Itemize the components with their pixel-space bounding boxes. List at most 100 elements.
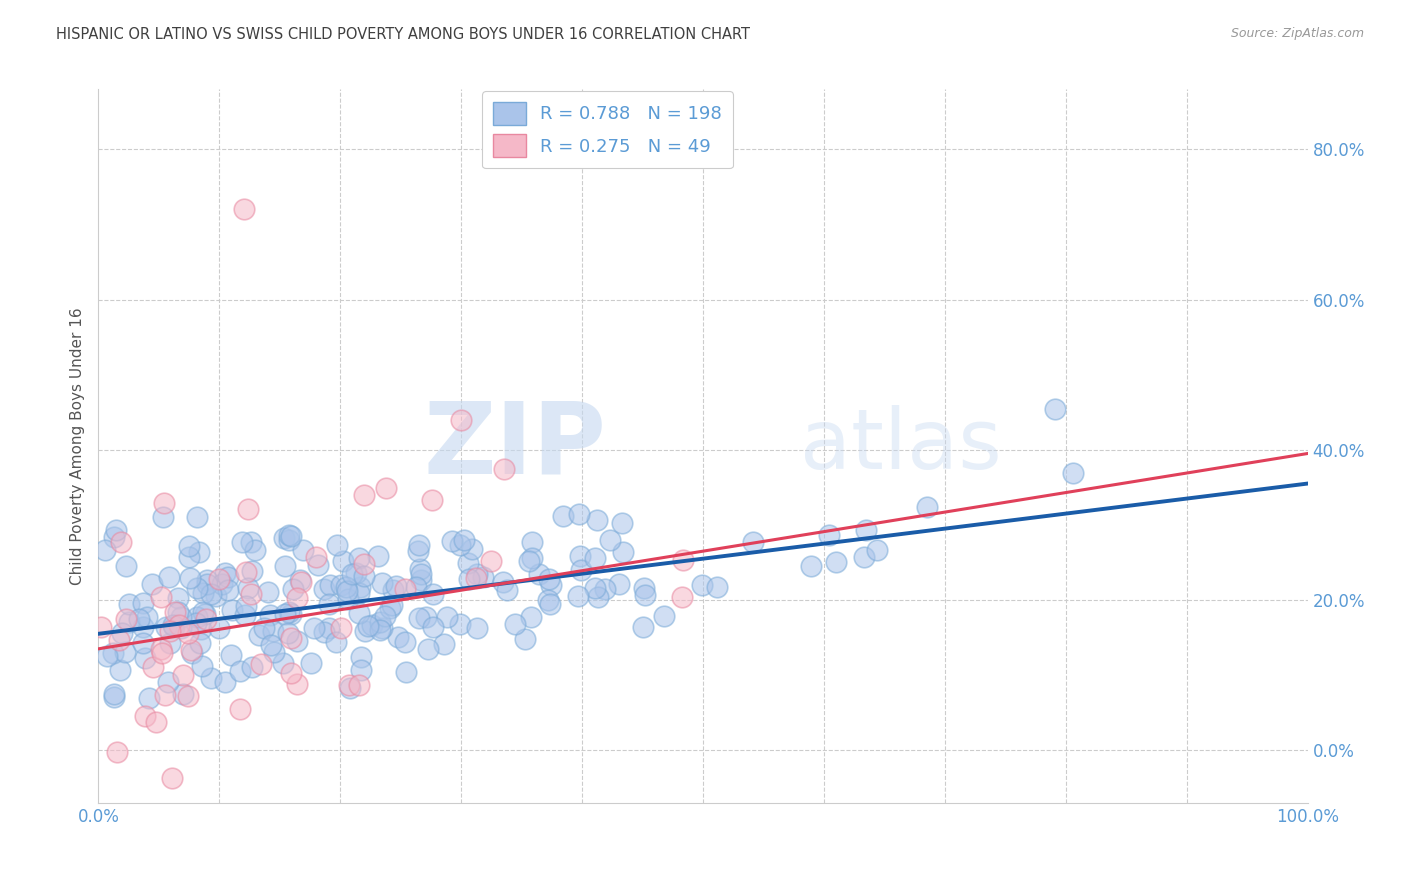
Point (406, 544, 429, 558)
Point (433, 637, 456, 651)
Legend: R = 0.788   N = 198, R = 0.275   N = 49: R = 0.788 N = 198, R = 0.275 N = 49 (482, 91, 733, 169)
Point (274, 607, 297, 621)
Point (200, 671, 222, 685)
Point (232, 202, 254, 217)
Point (132, 620, 155, 634)
Point (515, 632, 537, 646)
Point (188, 545, 211, 559)
Point (571, 563, 593, 577)
Point (281, 582, 304, 596)
Point (138, 690, 160, 705)
Point (134, 709, 156, 723)
Point (128, 612, 150, 626)
Point (853, 549, 876, 564)
Point (593, 582, 616, 596)
Point (259, 607, 281, 622)
Point (257, 585, 280, 599)
Point (163, 605, 186, 619)
Point (495, 583, 517, 598)
Point (408, 610, 430, 624)
Point (690, 578, 713, 592)
Point (304, 549, 326, 564)
Point (280, 528, 302, 542)
Point (240, 534, 263, 549)
Point (250, 657, 273, 671)
Point (191, 605, 214, 619)
Point (308, 558, 330, 572)
Point (422, 492, 444, 507)
Point (240, 660, 263, 674)
Point (818, 528, 841, 542)
Point (145, 714, 167, 729)
Point (855, 523, 877, 537)
Point (132, 636, 155, 650)
Point (238, 501, 260, 516)
Point (186, 510, 208, 524)
Point (299, 656, 322, 670)
Point (634, 588, 657, 602)
Point (915, 500, 938, 514)
Point (492, 575, 515, 590)
Point (150, 646, 173, 660)
Point (387, 630, 409, 644)
Point (135, 609, 157, 624)
Point (583, 581, 606, 595)
Point (405, 580, 427, 594)
Point (162, 618, 184, 632)
Point (159, 624, 181, 639)
Point (163, 620, 186, 634)
Point (330, 621, 353, 635)
Point (177, 625, 200, 640)
Point (211, 577, 233, 591)
Point (569, 549, 592, 564)
Point (179, 571, 201, 585)
Point (285, 634, 308, 648)
Point (96, 648, 118, 663)
Point (436, 610, 458, 624)
Point (108, 664, 131, 678)
Point (177, 539, 200, 553)
Point (353, 488, 375, 502)
Point (271, 656, 294, 670)
Point (195, 612, 218, 626)
Point (105, 745, 128, 759)
Point (353, 624, 375, 638)
Point (503, 616, 526, 631)
Text: ZIP: ZIP (423, 398, 606, 494)
Point (235, 565, 257, 579)
Point (280, 666, 302, 681)
Point (610, 516, 633, 530)
Point (460, 541, 482, 556)
Point (172, 687, 194, 701)
Point (103, 690, 125, 704)
Point (335, 580, 357, 594)
Point (186, 616, 208, 631)
Point (370, 575, 392, 590)
Point (277, 626, 299, 640)
Point (408, 538, 430, 552)
Point (325, 635, 347, 649)
Point (152, 495, 174, 509)
Point (245, 543, 267, 558)
Point (371, 621, 394, 635)
Point (221, 603, 243, 617)
Point (382, 582, 405, 597)
Point (277, 528, 299, 542)
Point (367, 549, 389, 563)
Point (194, 607, 217, 622)
Text: atlas: atlas (800, 406, 1001, 486)
Point (287, 677, 309, 691)
Point (228, 701, 250, 715)
Point (288, 573, 311, 587)
Point (277, 533, 299, 547)
Point (162, 771, 184, 785)
Point (214, 675, 236, 690)
Point (239, 587, 262, 601)
Point (111, 626, 134, 640)
Point (291, 543, 314, 558)
Point (326, 538, 349, 552)
Point (1062, 466, 1084, 480)
Point (347, 678, 370, 692)
Point (273, 531, 295, 545)
Point (149, 642, 172, 657)
